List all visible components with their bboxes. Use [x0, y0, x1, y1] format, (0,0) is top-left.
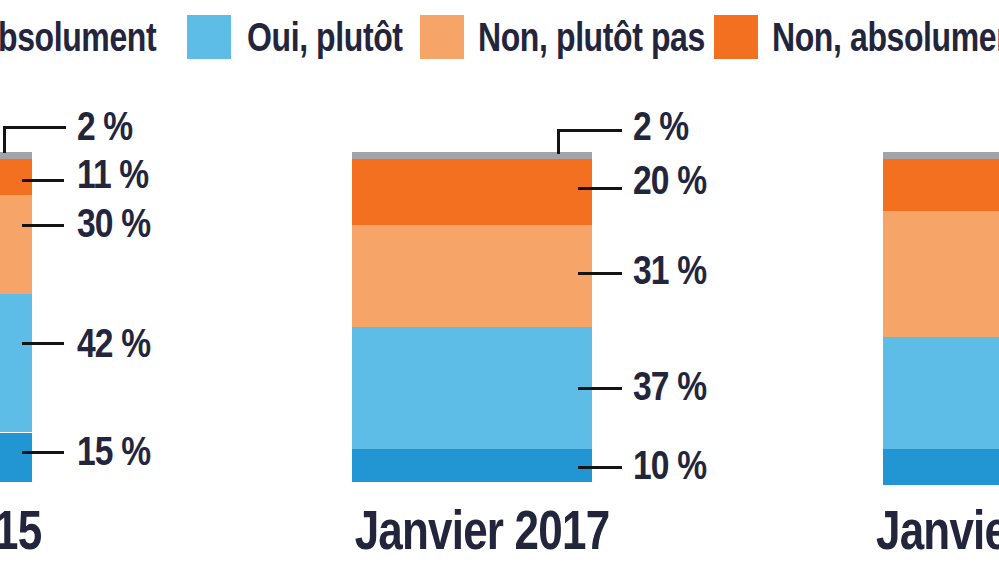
segment-oui-absolument: [0, 433, 32, 483]
leader-line: [578, 387, 622, 390]
leader-elbow-horizontal: [3, 126, 66, 129]
value-label: 37 %: [633, 366, 706, 406]
value-label: 15 %: [77, 431, 150, 471]
leader-elbow-vertical: [3, 127, 6, 153]
segment-non-absolument: [0, 159, 32, 195]
x-label-2019: Janvie: [876, 500, 999, 560]
segment-non-plut-t-pas: [0, 195, 32, 294]
leader-line: [22, 224, 64, 227]
leader-elbow-vertical: [557, 130, 560, 154]
value-label: 11 %: [77, 154, 148, 194]
chart-canvas: bsolument Oui, plutôt Non, plutôt pas No…: [0, 0, 999, 562]
segment-oui-plut-t: [883, 337, 999, 449]
legend-swatch-non-absolument-icon: [714, 15, 758, 59]
stacked-bar-2: [352, 152, 592, 482]
leader-line: [578, 187, 622, 190]
segment-oui-absolument: [352, 449, 592, 482]
stacked-bar-1: [0, 152, 32, 482]
value-label: 42 %: [77, 323, 150, 363]
segment-oui-absolument: [883, 449, 999, 485]
legend-label-non-absolument: Non, absolument: [772, 17, 999, 57]
segment-gris: [352, 152, 592, 159]
value-label: 30 %: [77, 203, 150, 243]
legend-swatch-oui-plutot-icon: [187, 15, 231, 59]
leader-elbow-horizontal: [557, 129, 622, 132]
value-label: 2 %: [77, 106, 132, 146]
legend-label-oui-absolument: bsolument: [0, 17, 156, 57]
leader-line: [22, 342, 64, 345]
leader-line: [578, 272, 622, 275]
leader-line: [22, 179, 64, 182]
legend-label-oui-plutot: Oui, plutôt: [247, 17, 403, 57]
legend-swatch-non-plutot-pas-icon: [420, 15, 464, 59]
value-label: 2 %: [633, 106, 688, 146]
value-label: 31 %: [633, 250, 706, 290]
value-label: 10 %: [633, 445, 706, 485]
segment-non-plut-t-pas: [352, 225, 592, 327]
segment-gris: [883, 152, 999, 159]
value-label: 20 %: [633, 160, 706, 200]
legend-label-non-plutot-pas: Non, plutôt pas: [478, 17, 705, 57]
x-label-2017: Janvier 2017: [354, 500, 610, 560]
segment-non-absolument: [352, 159, 592, 225]
x-label-2015: 15: [0, 500, 41, 560]
segment-oui-plut-t: [0, 294, 32, 433]
leader-line: [578, 466, 622, 469]
leader-line: [22, 451, 64, 454]
stacked-bar-3: [883, 152, 999, 482]
segment-non-plut-t-pas: [883, 211, 999, 336]
segment-non-absolument: [883, 159, 999, 212]
segment-oui-plut-t: [352, 327, 592, 449]
